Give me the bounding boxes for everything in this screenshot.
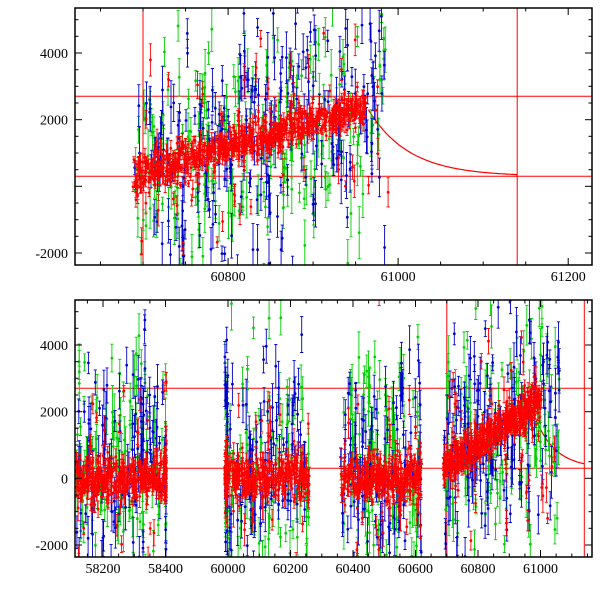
series-red <box>75 446 168 518</box>
error-bars <box>223 300 311 557</box>
series-red <box>131 81 368 204</box>
x-tick-label: 61200 <box>551 270 586 285</box>
x-tick-label: 60800 <box>461 562 496 577</box>
points <box>131 85 368 198</box>
y-tick-label: 2000 <box>40 406 68 421</box>
model-overlay <box>75 8 592 265</box>
points <box>442 384 544 485</box>
x-tick-label: 60400 <box>336 562 371 577</box>
y-tick-label: 4000 <box>40 339 68 354</box>
y-tick-label: 2000 <box>40 114 68 129</box>
points <box>339 446 424 509</box>
x-tick-label: 60000 <box>211 562 246 577</box>
data-points <box>75 300 561 557</box>
axes-bottom: 58200 58400 60000 60200 60400 60600 60800 61000… <box>35 299 593 577</box>
y-tick-label: -2000 <box>35 539 68 554</box>
x-tick-label: 60200 <box>273 562 308 577</box>
series-red <box>223 441 311 512</box>
y-tick-label: 4000 <box>40 47 68 62</box>
y-tick-label: -2000 <box>35 247 68 262</box>
data-points <box>131 8 390 265</box>
x-tick-label: 61000 <box>381 270 416 285</box>
x-tick-label: 58200 <box>86 562 121 577</box>
y-tick-label: 0 <box>61 472 68 487</box>
x-tick-label: 60800 <box>211 270 246 285</box>
series-red <box>441 379 544 490</box>
series-blue <box>133 8 387 265</box>
x-tick-label: 58400 <box>148 562 183 577</box>
axes-top: 60800 61000 61200 4000 2000 -2000 <box>35 7 593 285</box>
series-green <box>223 300 311 557</box>
series-red <box>339 440 424 516</box>
x-tick-label: 61000 <box>523 562 558 577</box>
model-curve <box>367 109 518 176</box>
panel-top: 60800 61000 61200 4000 2000 -2000 <box>35 7 593 285</box>
panel-bottom: 58200 58400 60000 60200 60400 60600 60800 61000… <box>35 299 593 577</box>
points <box>75 452 168 511</box>
x-tick-label: 60600 <box>398 562 433 577</box>
points <box>223 446 311 508</box>
